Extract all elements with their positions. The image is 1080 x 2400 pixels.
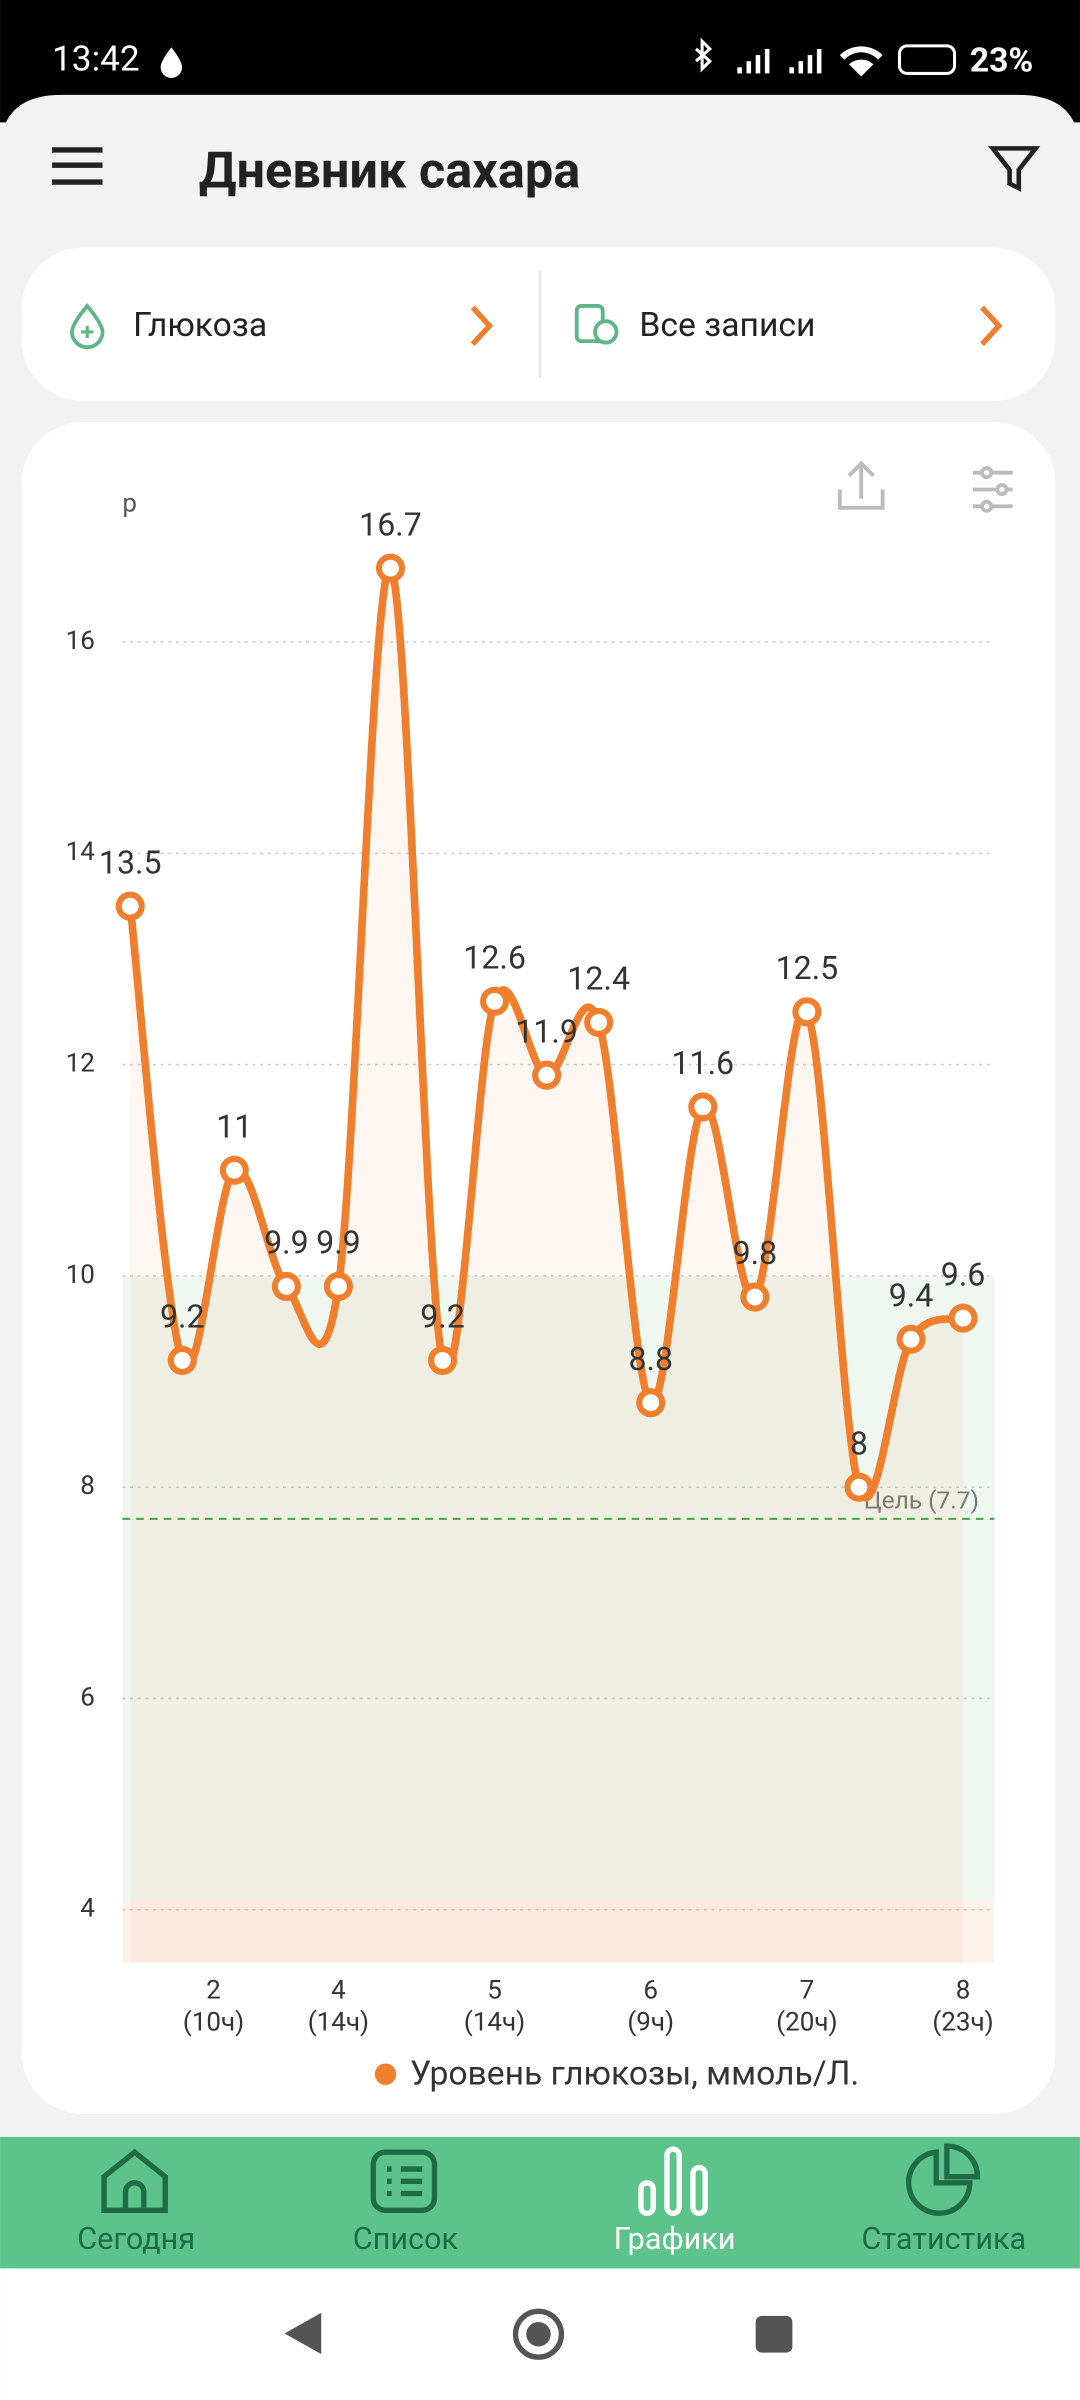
nav-item[interactable]: Сегодня — [77, 2222, 195, 2257]
value-label: 16.7 — [359, 505, 422, 543]
y-tick-label: 8 — [80, 1471, 95, 1501]
legend-swatch — [374, 2063, 397, 2085]
y-tick-label: 4 — [80, 1894, 95, 1924]
y-tick-label: 16 — [66, 626, 95, 656]
records-filter[interactable]: Все записи — [574, 304, 1003, 346]
y-tick-label: 10 — [66, 1260, 95, 1290]
x-tick-label: 6 — [643, 1975, 658, 2005]
value-label: 12.5 — [776, 949, 839, 987]
y-tick-label: 14 — [66, 837, 96, 867]
x-tick-label: (23ч) — [932, 2008, 993, 2038]
legend-label: Уровень глюкозы, ммоль/Л. — [410, 2055, 859, 2094]
value-label: 13.5 — [99, 843, 162, 881]
x-tick-label: 7 — [800, 1975, 815, 2005]
value-label: 9.8 — [733, 1234, 778, 1272]
point — [688, 1092, 718, 1122]
point — [375, 553, 406, 583]
value-label: 9.4 — [889, 1276, 934, 1314]
drop-icon — [160, 47, 183, 79]
x-tick-label: (9ч) — [627, 2008, 674, 2038]
goal-label: Цель (7.7) — [864, 1486, 979, 1515]
point — [167, 1345, 197, 1375]
value-label: 11 — [216, 1107, 252, 1145]
point — [480, 986, 510, 1016]
value-label: 9.9 — [316, 1224, 361, 1262]
panel-top — [0, 94, 1080, 184]
value-label: 12.6 — [463, 938, 526, 976]
home-button[interactable] — [512, 2308, 565, 2360]
value-label: 9.9 — [264, 1224, 309, 1262]
clock: 13:42 — [52, 37, 140, 79]
x-tick-label: (14ч) — [308, 2008, 369, 2038]
nav-labels: Сегодня Список Графики Статистика — [77, 2222, 1026, 2257]
nav-item[interactable]: Список — [353, 2222, 459, 2257]
x-tick-label: (14ч) — [464, 2008, 525, 2038]
point — [636, 1388, 666, 1418]
x-tick-label: (10ч) — [183, 2008, 244, 2038]
x-tick-label: 2 — [206, 1975, 221, 2005]
menu-button[interactable] — [52, 147, 103, 185]
point — [948, 1303, 978, 1333]
header-title: Дневник сахара — [199, 142, 580, 201]
point — [115, 891, 145, 921]
battery-level: 23% — [970, 42, 1033, 81]
point — [532, 1060, 562, 1090]
point — [584, 1007, 614, 1037]
point — [740, 1282, 770, 1312]
value-label: 12.4 — [567, 960, 630, 998]
point — [792, 997, 822, 1027]
nav-item[interactable]: Графики — [614, 2222, 736, 2257]
settings-button[interactable] — [972, 466, 1013, 513]
measure-label: Глюкоза — [133, 306, 267, 345]
point — [219, 1155, 249, 1185]
y-axis-label: р — [122, 489, 137, 519]
y-tick-label: 6 — [80, 1682, 95, 1712]
recents-button[interactable] — [755, 2315, 793, 2353]
value-label: 8 — [850, 1424, 868, 1462]
export-button[interactable] — [837, 460, 885, 510]
value-label: 11.6 — [671, 1044, 734, 1082]
bottom-nav — [0, 2136, 1080, 2269]
value-label: 9.2 — [160, 1298, 205, 1336]
point — [271, 1271, 301, 1302]
nav-item[interactable]: Статистика — [861, 2222, 1026, 2257]
area — [130, 567, 964, 1963]
value-label: 11.9 — [515, 1012, 578, 1050]
measure-filter[interactable]: Глюкоза — [70, 302, 494, 350]
nav-icons — [101, 2143, 981, 2217]
value-label: 9.2 — [420, 1298, 465, 1336]
target-band — [122, 1275, 995, 1900]
x-tick-label: 5 — [487, 1975, 502, 2005]
value-label: 9.6 — [941, 1255, 986, 1293]
status-icons — [695, 37, 957, 77]
value-label: 8.8 — [628, 1340, 673, 1378]
x-tick-label: 4 — [331, 1975, 346, 2005]
back-button[interactable] — [284, 2312, 322, 2355]
filter-card — [21, 247, 1056, 401]
filter-button[interactable] — [988, 146, 1041, 192]
point — [844, 1472, 874, 1502]
x-tick-label: 8 — [956, 1975, 971, 2005]
y-tick-label: 12 — [66, 1049, 95, 1079]
x-tick-label: (20ч) — [776, 2008, 837, 2038]
point — [428, 1345, 458, 1375]
point — [896, 1324, 926, 1354]
plot: 46810121416р2(10ч)4(14ч)5(14ч)6(9ч)7(20ч… — [66, 489, 995, 2094]
records-label: Все записи — [639, 306, 815, 345]
point — [323, 1271, 353, 1302]
